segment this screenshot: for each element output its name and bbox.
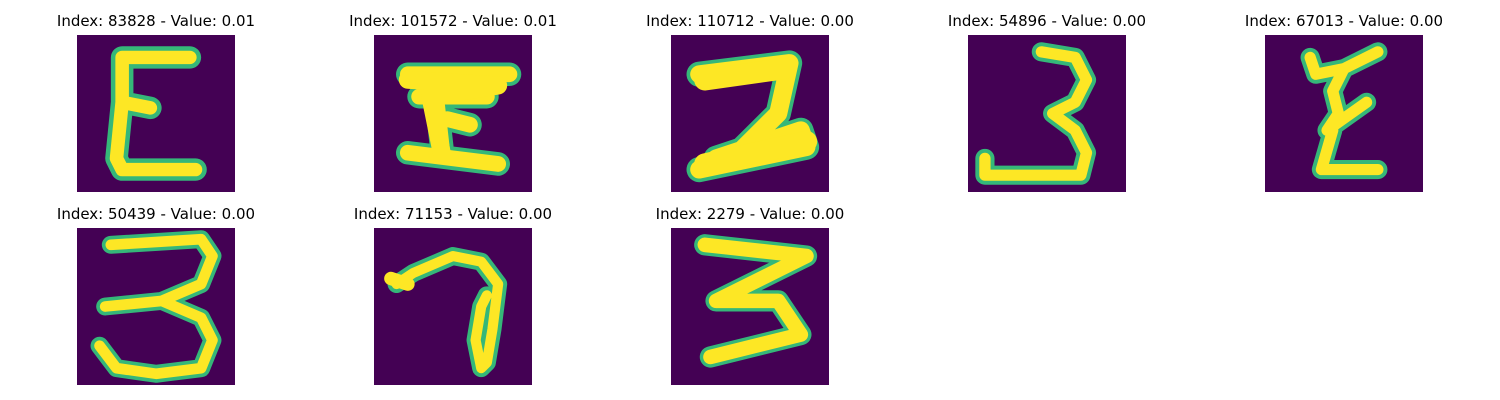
digit-image bbox=[1265, 35, 1423, 192]
panel-title: Index: 110712 - Value: 0.00 bbox=[646, 12, 854, 30]
digit-image bbox=[968, 35, 1126, 192]
digit-image bbox=[671, 228, 829, 385]
panel-8: Index: 2279 - Value: 0.00 bbox=[600, 193, 900, 386]
panel-7: Index: 71153 - Value: 0.00 bbox=[303, 193, 603, 386]
panel-title: Index: 50439 - Value: 0.00 bbox=[56, 205, 256, 223]
panel-1: Index: 83828 - Value: 0.01 bbox=[6, 0, 306, 193]
panel-title: Index: 67013 - Value: 0.00 bbox=[1244, 12, 1444, 30]
panel-2: Index: 101572 - Value: 0.01 bbox=[303, 0, 603, 193]
panel-4: Index: 54896 - Value: 0.00 bbox=[897, 0, 1197, 193]
panel-3: Index: 110712 - Value: 0.00 bbox=[600, 0, 900, 193]
panel-title: Index: 71153 - Value: 0.00 bbox=[353, 205, 553, 223]
panel-title: Index: 101572 - Value: 0.01 bbox=[349, 12, 557, 30]
digit-image bbox=[77, 228, 235, 385]
panel-title: Index: 2279 - Value: 0.00 bbox=[655, 205, 845, 223]
digit-image bbox=[374, 228, 532, 385]
digit-image bbox=[671, 35, 829, 192]
panel-5: Index: 67013 - Value: 0.00 bbox=[1194, 0, 1494, 193]
panel-title: Index: 54896 - Value: 0.00 bbox=[947, 12, 1147, 30]
panel-6: Index: 50439 - Value: 0.00 bbox=[6, 193, 306, 386]
panel-title: Index: 83828 - Value: 0.01 bbox=[56, 12, 256, 30]
digit-image bbox=[374, 35, 532, 192]
digit-image bbox=[77, 35, 235, 192]
